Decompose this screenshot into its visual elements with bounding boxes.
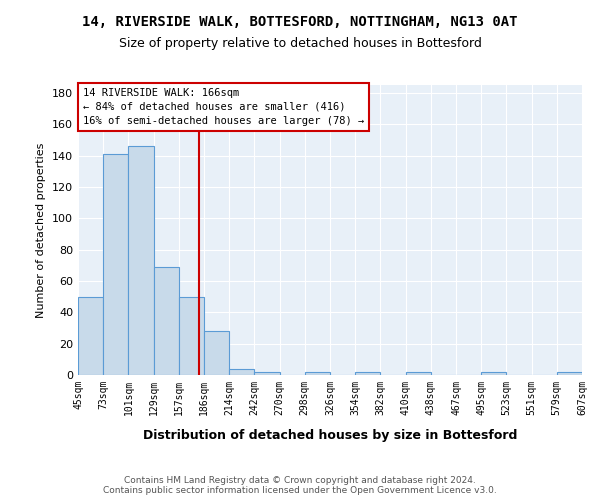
Bar	[481, 372, 506, 375]
Bar	[78, 296, 103, 375]
Bar	[355, 372, 380, 375]
Bar	[406, 372, 431, 375]
Bar	[204, 331, 229, 375]
Bar	[229, 368, 254, 375]
Text: Contains HM Land Registry data © Crown copyright and database right 2024.
Contai: Contains HM Land Registry data © Crown c…	[103, 476, 497, 495]
Bar	[254, 372, 280, 375]
Text: 14, RIVERSIDE WALK, BOTTESFORD, NOTTINGHAM, NG13 0AT: 14, RIVERSIDE WALK, BOTTESFORD, NOTTINGH…	[82, 15, 518, 29]
Bar	[557, 372, 582, 375]
Bar	[103, 154, 128, 375]
Bar	[179, 296, 204, 375]
X-axis label: Distribution of detached houses by size in Bottesford: Distribution of detached houses by size …	[143, 429, 517, 442]
Text: Size of property relative to detached houses in Bottesford: Size of property relative to detached ho…	[119, 38, 481, 51]
Bar	[128, 146, 154, 375]
Bar	[305, 372, 330, 375]
Bar	[154, 267, 179, 375]
Text: 14 RIVERSIDE WALK: 166sqm
← 84% of detached houses are smaller (416)
16% of semi: 14 RIVERSIDE WALK: 166sqm ← 84% of detac…	[83, 88, 364, 126]
Y-axis label: Number of detached properties: Number of detached properties	[37, 142, 46, 318]
